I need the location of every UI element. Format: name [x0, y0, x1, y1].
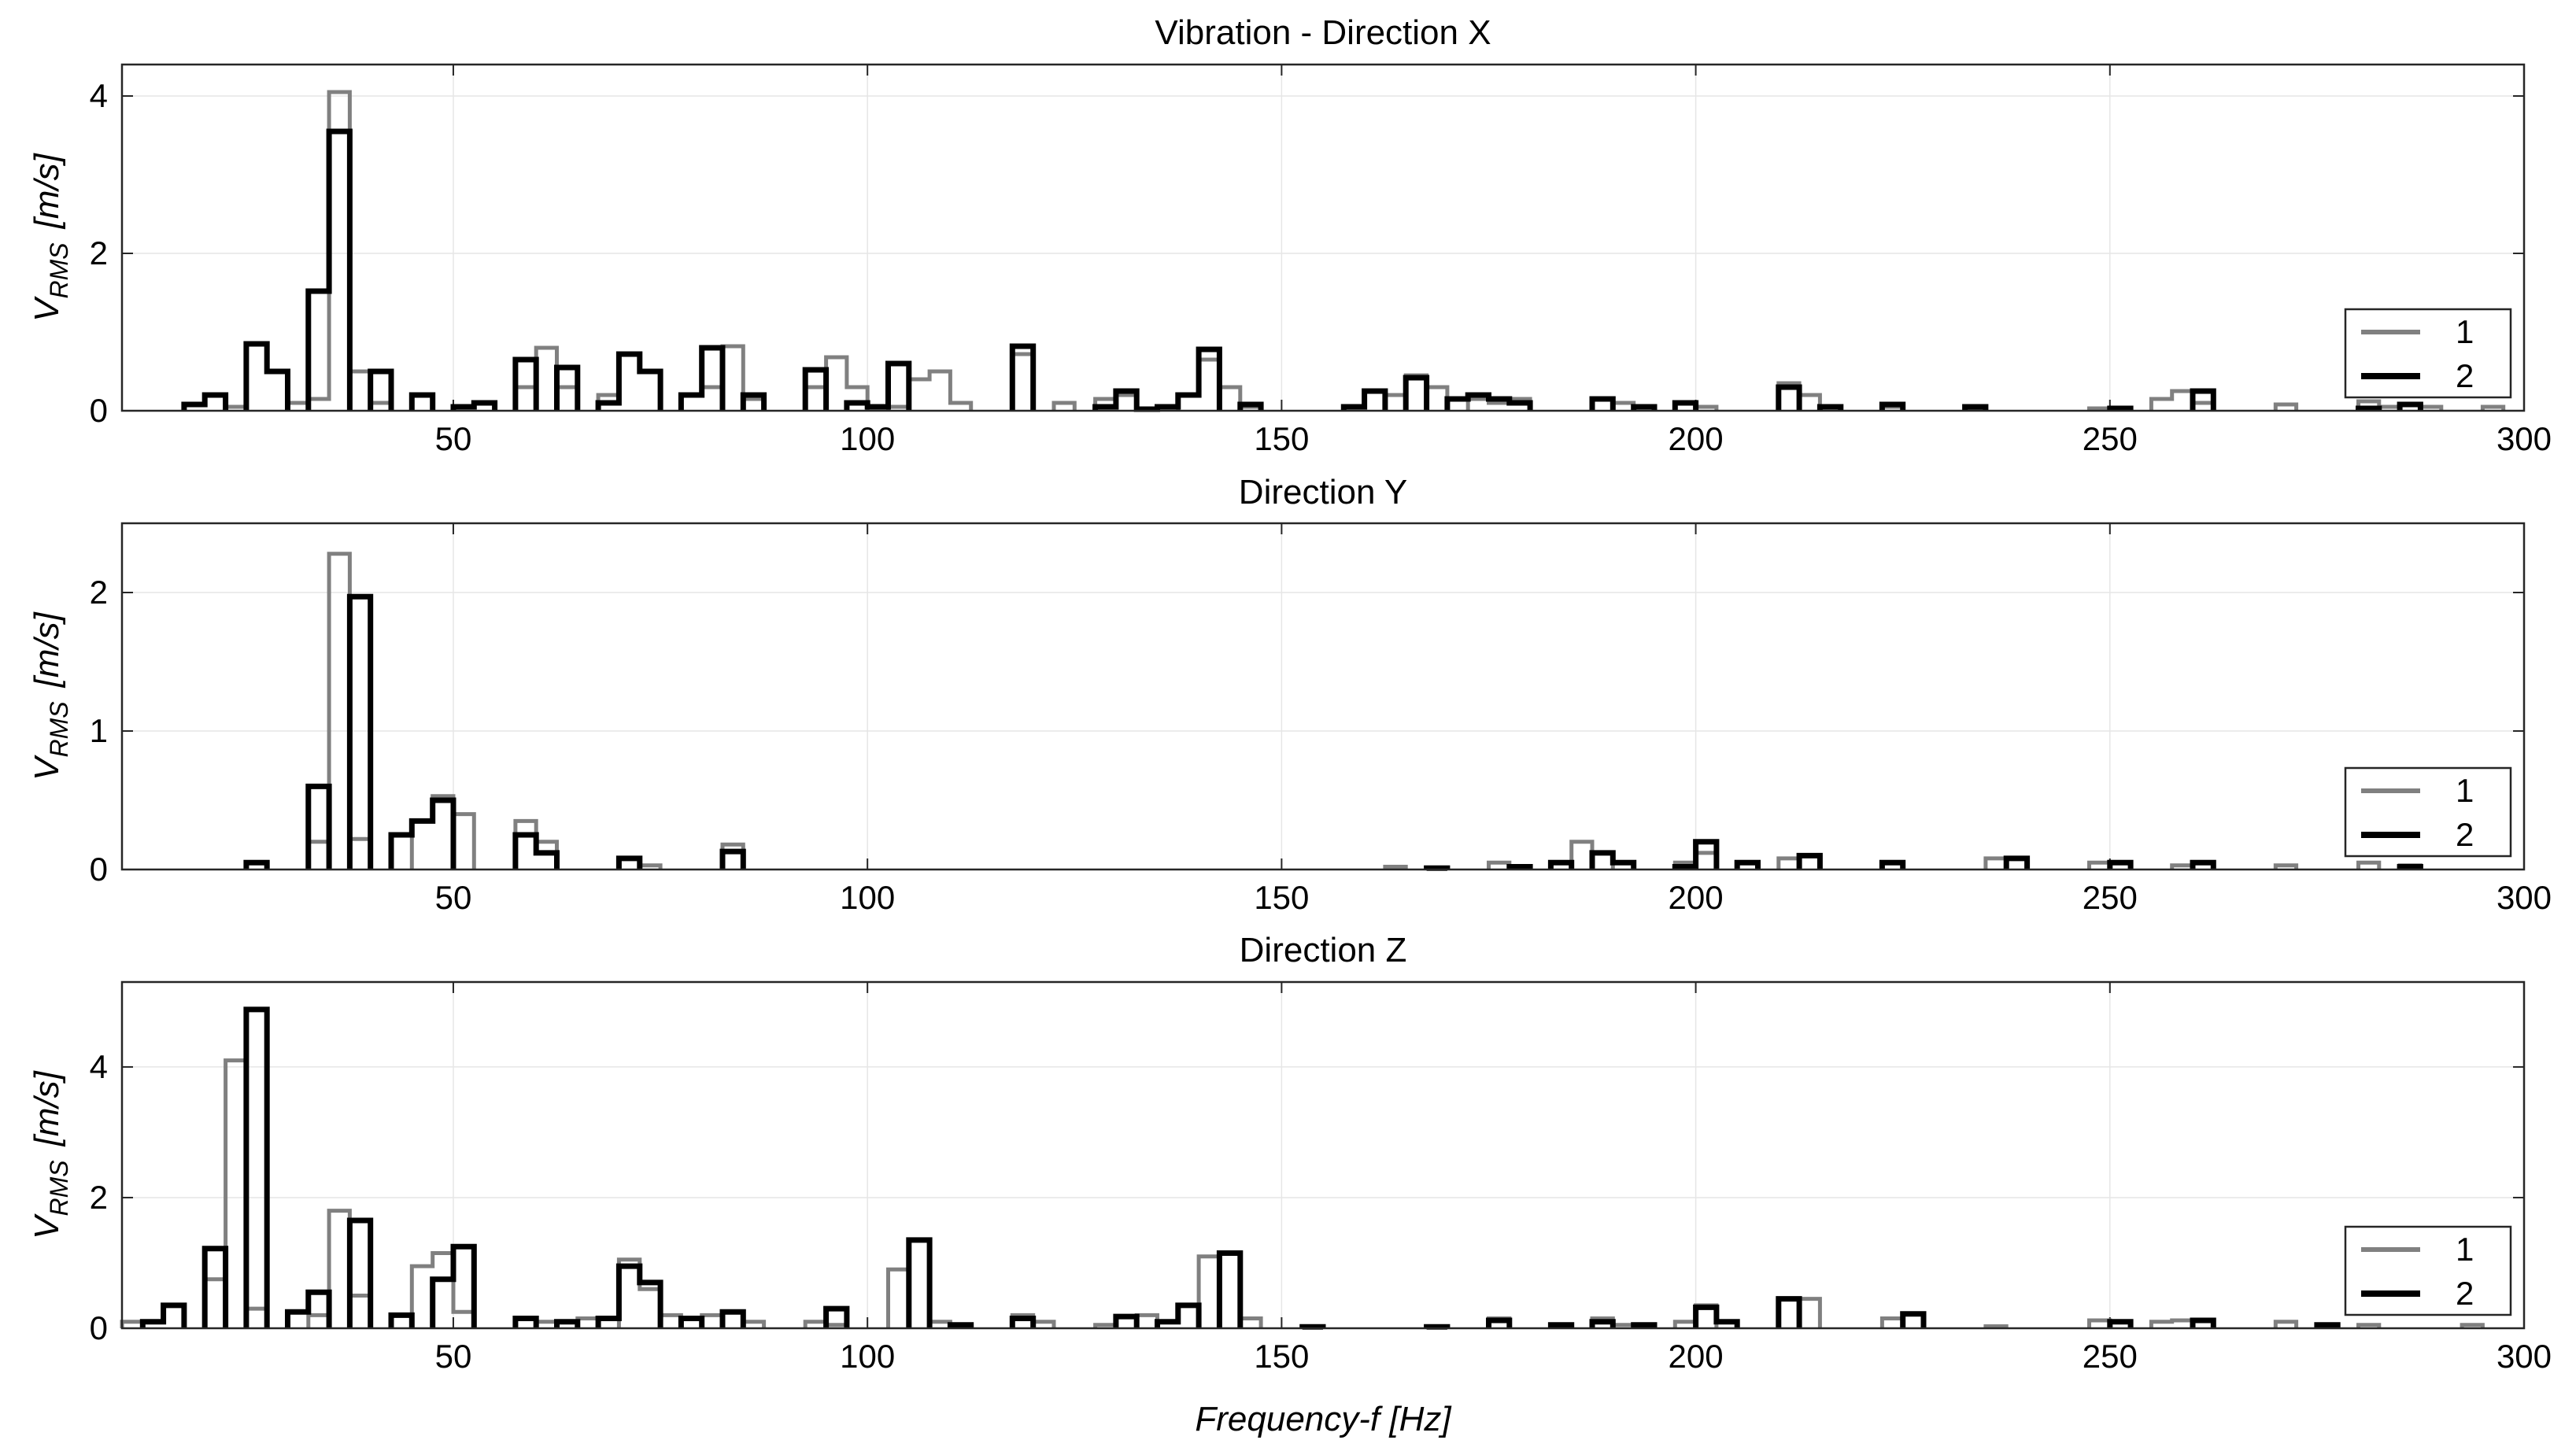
y-axis-label: VRMS[m/s]: [28, 1069, 73, 1239]
y-tick-label: 4: [90, 77, 108, 114]
y-tick-labels: 0 1 2: [90, 574, 108, 888]
x-tick-labels: 50 100 150 200 250 300: [435, 879, 2552, 916]
x-tick-label: 300: [2497, 879, 2552, 916]
y-tick-label: 2: [90, 1179, 108, 1216]
x-tick-label: 150: [1254, 1338, 1309, 1375]
panel-direction-z: Direction Z 0 2 4 50 100 150 200 250 300 VRMS[m…: [28, 931, 2552, 1438]
panel-direction-y: Direction Y 0 1 2 50 100 150 200 250 300 VRMS[m…: [28, 473, 2552, 916]
legend-label-2: 2: [2456, 816, 2474, 853]
legend-box: [2344, 308, 2512, 399]
x-tick-labels: 50 100 150 200 250 300: [435, 420, 2552, 457]
y-tick-label: 0: [90, 1309, 108, 1346]
x-tick-label: 200: [1669, 420, 1724, 457]
x-tick-label: 300: [2497, 1338, 2552, 1375]
plot-area: [122, 523, 2524, 869]
plot-area: [122, 65, 2524, 411]
legend-label-2: 2: [2456, 357, 2474, 394]
x-tick-labels: 50 100 150 200 250 300: [435, 1338, 2552, 1375]
legend-label-1: 1: [2456, 313, 2474, 350]
x-axis-label: Frequency-f [Hz]: [1195, 1400, 1452, 1438]
y-tick-labels: 0 2 4: [90, 1048, 108, 1346]
x-tick-label: 250: [2083, 879, 2138, 916]
axes-box: [120, 522, 2526, 871]
series-2-line: [243, 593, 2423, 871]
series-layer: [120, 1006, 2485, 1330]
legend-label-1: 1: [2456, 772, 2474, 809]
x-tick-label: 100: [840, 420, 895, 457]
legend-label-1: 1: [2456, 1231, 2474, 1268]
series-layer: [181, 90, 2506, 412]
x-tick-label: 50: [435, 420, 472, 457]
chart-title: Vibration - Direction X: [1155, 13, 1491, 52]
x-tick-label: 150: [1254, 420, 1309, 457]
series-2-line: [181, 128, 2423, 412]
series-2-line: [139, 1006, 2341, 1330]
x-tick-label: 50: [435, 1338, 472, 1375]
legend: 1 2: [2344, 1225, 2512, 1316]
x-tick-label: 50: [435, 879, 472, 916]
x-tick-label: 250: [2083, 420, 2138, 457]
y-tick-label: 0: [90, 392, 108, 429]
x-tick-label: 100: [840, 879, 895, 916]
legend-box: [2344, 1225, 2512, 1316]
panel-direction-x: Vibration - Direction X 0 2 4 50 100 150 200 2…: [28, 13, 2552, 457]
x-tick-label: 200: [1669, 879, 1724, 916]
y-axis-label: VRMS[m/s]: [28, 152, 73, 322]
series-layer: [243, 552, 2423, 871]
grid: [122, 982, 2525, 1329]
x-tick-label: 150: [1254, 879, 1309, 916]
x-tick-label: 100: [840, 1338, 895, 1375]
x-tick-label: 250: [2083, 1338, 2138, 1375]
chart-title: Direction Y: [1239, 473, 1407, 511]
y-axis-label: VRMS[m/s]: [28, 611, 73, 781]
y-tick-label: 4: [90, 1048, 108, 1085]
axes-box: [120, 63, 2526, 412]
plot-area: [122, 982, 2524, 1328]
y-tick-label: 2: [90, 234, 108, 271]
axes-box: [120, 980, 2526, 1330]
y-tick-label: 0: [90, 851, 108, 888]
x-tick-label: 200: [1669, 1338, 1724, 1375]
y-tick-labels: 0 2 4: [90, 77, 108, 429]
legend-box: [2344, 766, 2512, 858]
chart-title: Direction Z: [1240, 931, 1407, 969]
legend-label-2: 2: [2456, 1275, 2474, 1312]
y-tick-label: 1: [90, 712, 108, 749]
x-tick-label: 300: [2497, 420, 2552, 457]
legend: 1 2: [2344, 308, 2512, 399]
y-tick-label: 2: [90, 574, 108, 611]
grid: [122, 65, 2525, 412]
legend: 1 2: [2344, 766, 2512, 858]
